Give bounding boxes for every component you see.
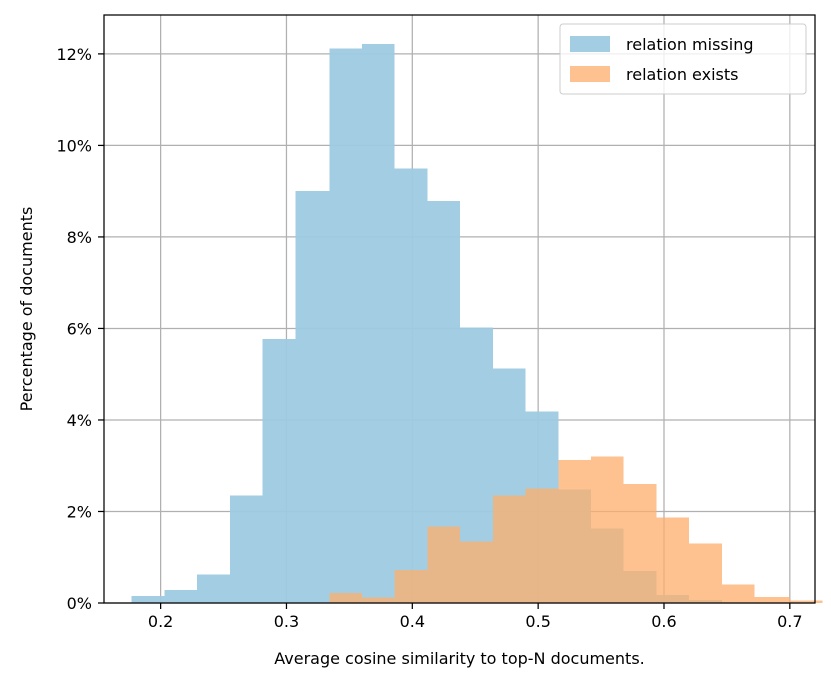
- histogram-bars: [131, 43, 823, 604]
- bar-relation-exists: [789, 600, 823, 603]
- bar-relation-exists: [591, 456, 624, 603]
- x-tick-label: 0.6: [651, 612, 676, 631]
- bar-relation-missing: [164, 590, 198, 603]
- bar-relation-missing: [295, 191, 330, 603]
- bar-relation-missing: [197, 574, 230, 603]
- legend-label-relation-exists: relation exists: [626, 65, 738, 84]
- bar-relation-exists: [427, 526, 461, 603]
- y-tick-label: 2%: [67, 502, 92, 521]
- y-tick-label: 12%: [56, 45, 92, 64]
- x-tick-label: 0.3: [274, 612, 299, 631]
- bar-relation-exists: [689, 543, 722, 603]
- bar-relation-missing: [229, 495, 263, 603]
- legend-box: [559, 23, 807, 95]
- y-tick-label: 6%: [67, 319, 92, 338]
- x-tick-label: 0.5: [525, 612, 550, 631]
- y-tick-label: 10%: [56, 136, 92, 155]
- x-tick-label: 0.2: [148, 612, 173, 631]
- y-tick-label: 0%: [67, 594, 92, 613]
- bar-relation-exists: [623, 484, 657, 603]
- y-tick-label: 4%: [67, 411, 92, 430]
- legend-swatch-relation-missing: [570, 36, 610, 52]
- y-axis-label: Percentage of documents: [17, 207, 36, 412]
- bar-relation-missing: [394, 168, 428, 604]
- x-axis-label: Average cosine similarity to top-N docum…: [274, 649, 644, 668]
- bar-relation-missing: [262, 338, 296, 603]
- bar-relation-exists: [460, 541, 493, 603]
- bar-relation-exists: [754, 597, 790, 603]
- bar-relation-missing: [361, 43, 395, 604]
- axis-ticks: 0.2 0.3 0.4 0.5 0.6 0.7 0% 2% 4% 6% 8% 10% 12%: [56, 45, 802, 631]
- bar-relation-exists: [492, 495, 526, 603]
- bar-relation-exists: [329, 592, 362, 603]
- bar-relation-exists: [656, 517, 690, 603]
- legend-label-relation-missing: relation missing: [626, 35, 754, 54]
- bar-relation-exists: [361, 597, 395, 603]
- x-tick-label: 0.4: [400, 612, 425, 631]
- bar-relation-exists: [721, 584, 755, 603]
- bar-relation-missing: [329, 48, 362, 604]
- bar-relation-exists: [394, 570, 428, 603]
- legend-swatch-relation-exists: [570, 66, 610, 82]
- y-tick-label: 8%: [67, 228, 92, 247]
- plot-frame: [103, 14, 816, 604]
- legend: relation missing relation exists: [559, 23, 807, 95]
- bar-relation-exists: [525, 488, 559, 603]
- bar-relation-missing: [131, 596, 165, 603]
- bar-relation-exists: [558, 459, 592, 603]
- x-tick-label: 0.7: [777, 612, 802, 631]
